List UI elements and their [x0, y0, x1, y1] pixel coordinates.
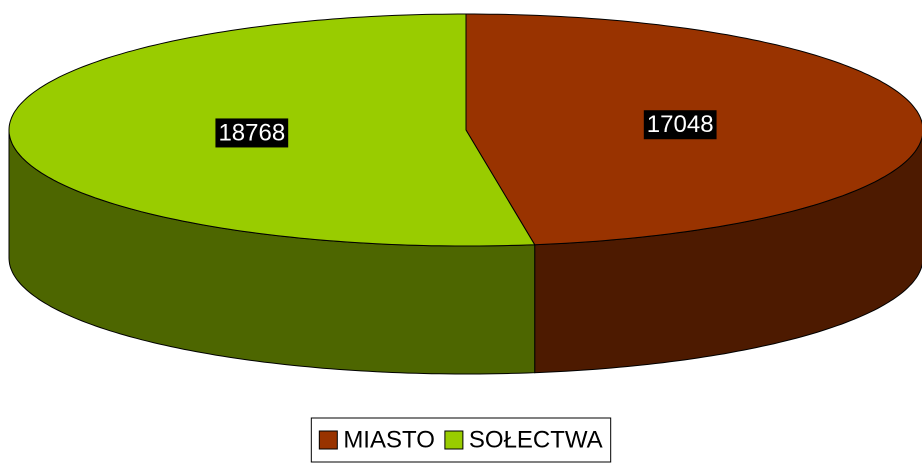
legend-label: MIASTO — [343, 426, 435, 453]
legend-swatch — [445, 431, 463, 449]
legend-label: SOŁECTWA — [469, 426, 603, 453]
data-label: 17048 — [644, 110, 717, 139]
legend: MIASTO SOŁECTWA — [311, 418, 610, 462]
data-label: 18768 — [215, 118, 288, 147]
data-label-text: 17048 — [647, 111, 714, 138]
chart: 17048 18768 MIASTO SOŁECTWA — [0, 0, 922, 463]
data-label-text: 18768 — [218, 119, 285, 146]
legend-swatch — [319, 431, 337, 449]
